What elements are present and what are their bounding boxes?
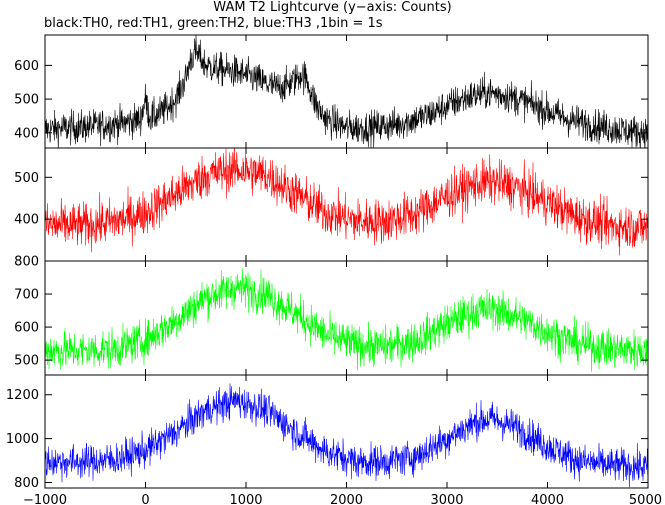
y-tick-label: 1000 — [6, 432, 39, 447]
x-tick-label: 5000 — [629, 493, 662, 505]
x-tick-label: 4000 — [531, 493, 564, 505]
y-tick-label: 800 — [14, 476, 39, 491]
x-tick-label: −1000 — [23, 493, 67, 505]
y-tick-label: 600 — [14, 59, 39, 74]
y-tick-label: 500 — [14, 171, 39, 186]
panel-th2: 500 600 700 800 — [14, 255, 649, 376]
series-th3-line — [45, 383, 648, 488]
x-tick-label: 0 — [141, 493, 149, 505]
series-th2-line — [45, 268, 648, 372]
chart-subtitle: black:TH0, red:TH1, green:TH2, blue:TH3 … — [44, 16, 383, 31]
y-tick-label: 400 — [14, 213, 39, 228]
y-tick-label: 400 — [14, 126, 39, 141]
panel-th0: 400 500 600 — [14, 34, 649, 149]
y-tick-label: 800 — [14, 255, 39, 270]
series-th1-line — [45, 148, 648, 256]
y-tick-label: 500 — [14, 93, 39, 108]
panel-th1: 400 500 — [14, 147, 649, 262]
y-tick-label: 700 — [14, 288, 39, 303]
panel-frame — [44, 147, 649, 262]
x-tick-label: 2000 — [330, 493, 363, 505]
y-tick-label: 600 — [14, 321, 39, 336]
y-tick-label: 1200 — [6, 388, 39, 403]
panel-th3: 800 1000 1200 — [6, 374, 649, 491]
series-th0-line — [45, 35, 648, 148]
y-tick-label: 500 — [14, 354, 39, 369]
x-tick-label: 3000 — [430, 493, 463, 505]
panel-frame — [44, 34, 649, 149]
x-tick-label: 1000 — [229, 493, 262, 505]
chart-title: WAM T2 Lightcurve (y−axis: Counts) — [213, 0, 452, 15]
